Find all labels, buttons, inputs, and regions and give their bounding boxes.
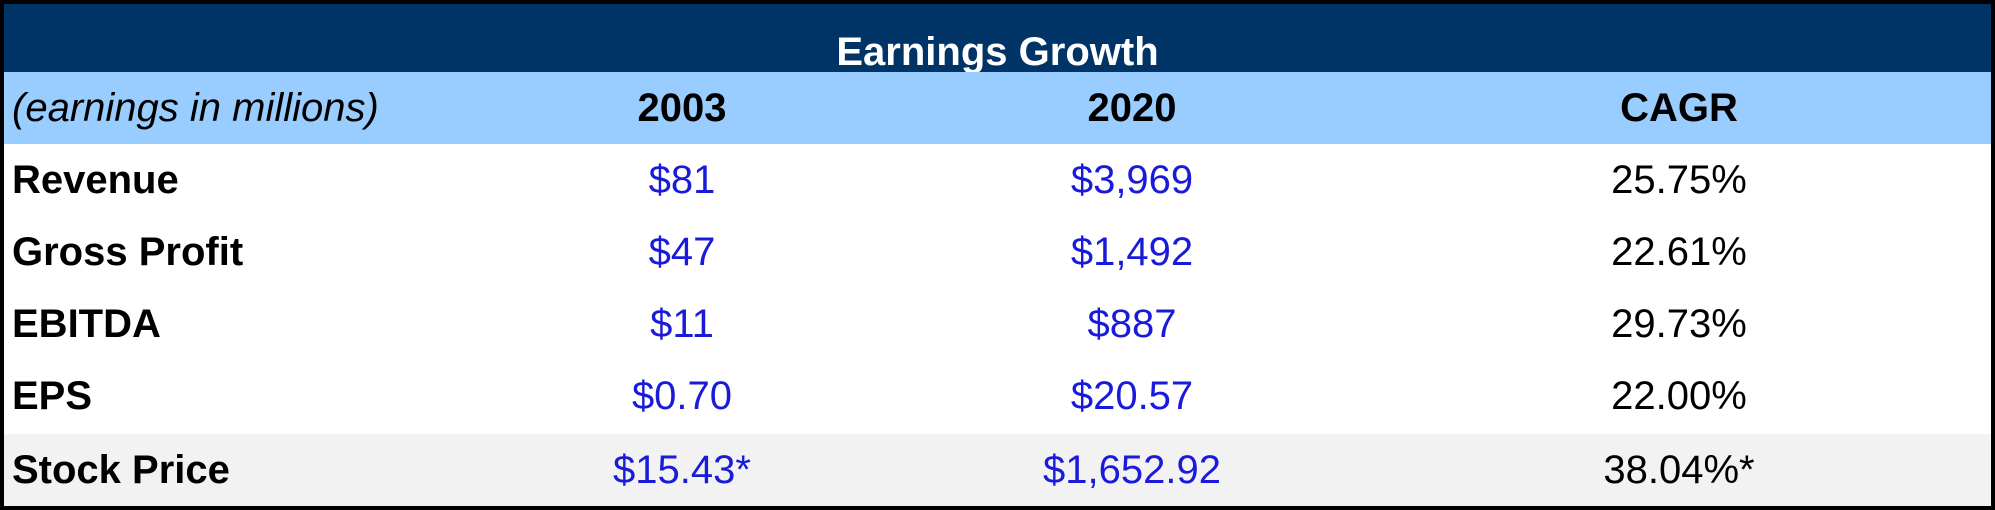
table-row-ebitda: EBITDA $11 $887 29.73% xyxy=(4,288,1991,360)
column-header-cagr: CAGR xyxy=(1620,86,1738,130)
value-2020: $3,969 xyxy=(1070,158,1194,202)
table-header-row: (earnings in millions) 2003 2020 CAGR xyxy=(4,72,1991,144)
table-row-gross-profit: Gross Profit $47 $1,492 22.61% xyxy=(4,216,1991,288)
value-2003: $15.43* xyxy=(613,448,751,492)
value-2020: $1,652.92 xyxy=(1043,448,1221,492)
value-2020: $1,492 xyxy=(1070,230,1194,274)
table-row-eps: EPS $0.70 $20.57 22.00% xyxy=(4,360,1991,432)
unit-note: (earnings in millions) xyxy=(12,86,379,130)
value-2003: $0.70 xyxy=(631,374,733,418)
table-title: Earnings Growth xyxy=(4,4,1991,74)
value-cagr: 38.04%* xyxy=(1603,448,1755,492)
column-header-2003: 2003 xyxy=(637,86,727,130)
row-label: EBITDA xyxy=(12,302,161,346)
value-cagr: 22.00% xyxy=(1611,374,1747,418)
table-row-revenue: Revenue $81 $3,969 25.75% xyxy=(4,144,1991,216)
value-2020: $887 xyxy=(1087,302,1177,346)
value-cagr: 22.61% xyxy=(1611,230,1747,274)
row-label: Revenue xyxy=(12,158,179,202)
row-label: Stock Price xyxy=(12,448,230,492)
row-label: Gross Profit xyxy=(12,230,244,274)
table-row-stock-price: Stock Price $15.43* $1,652.92 38.04%* xyxy=(4,434,1991,506)
column-header-2020: 2020 xyxy=(1087,86,1177,130)
value-cagr: 25.75% xyxy=(1611,158,1747,202)
value-2020: $20.57 xyxy=(1070,374,1194,418)
row-label: EPS xyxy=(12,374,93,418)
value-2003: $47 xyxy=(648,230,716,274)
value-2003: $11 xyxy=(650,302,714,346)
value-2003: $81 xyxy=(648,158,716,202)
value-cagr: 29.73% xyxy=(1611,302,1747,346)
